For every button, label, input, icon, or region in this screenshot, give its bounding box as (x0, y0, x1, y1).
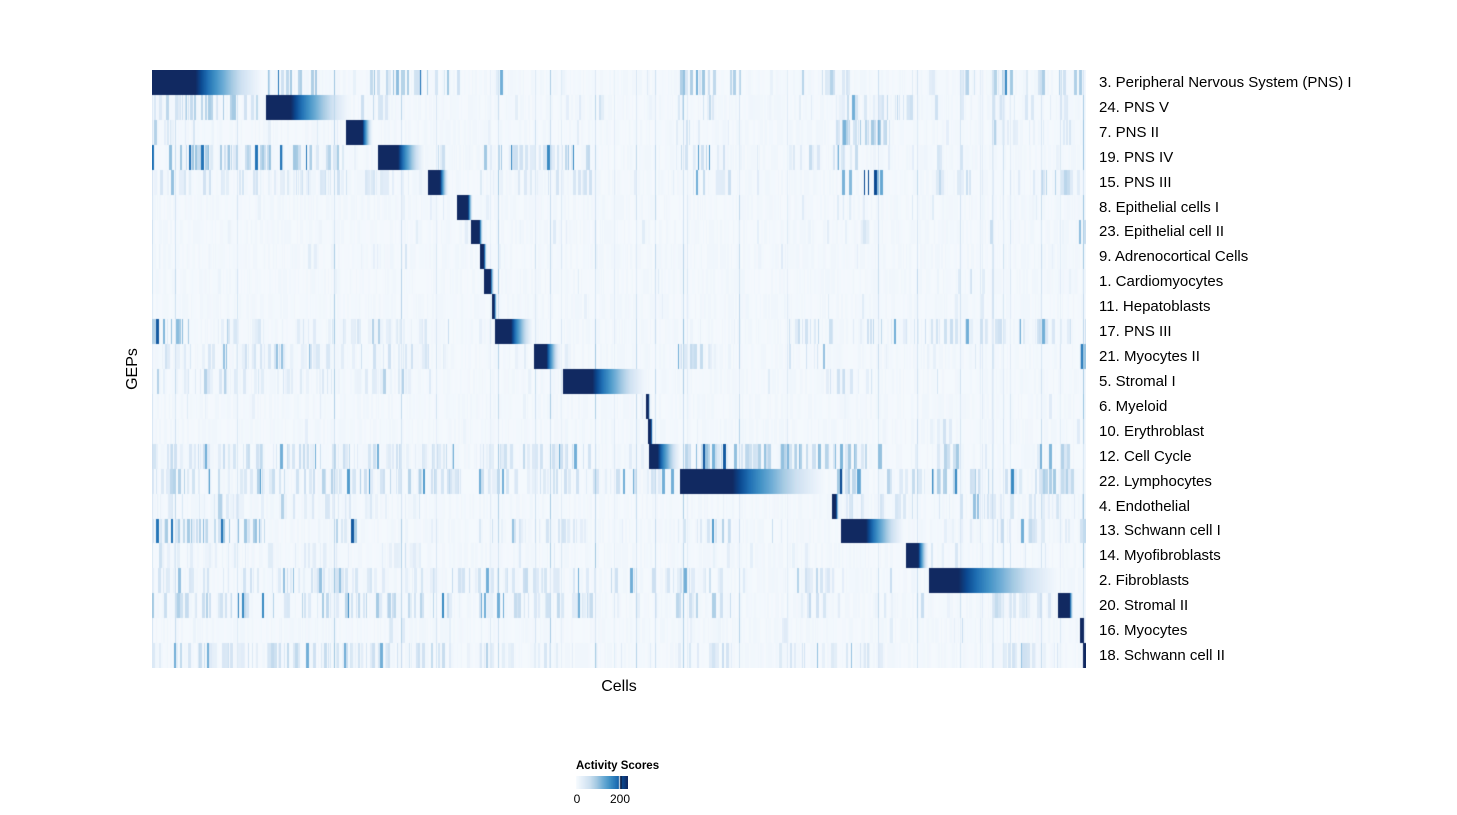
row-label: 5. Stromal I (1099, 372, 1176, 390)
row-label: 16. Myocytes (1099, 622, 1188, 640)
row-label: 9. Adrenocortical Cells (1099, 248, 1249, 266)
row-label: 2. Fibroblasts (1099, 572, 1190, 590)
legend-gradient-bar (576, 776, 628, 789)
row-label: 11. Hepatoblasts (1099, 298, 1211, 316)
row-label: 23. Epithelial cell II (1099, 223, 1225, 241)
row-label: 19. PNS IV (1099, 148, 1174, 166)
activity-scores-legend: Activity Scores 0 200 (573, 760, 696, 806)
legend-title: Activity Scores (576, 760, 660, 772)
x-axis-label: Cells (601, 678, 637, 695)
row-label: 7. PNS II (1099, 123, 1160, 141)
row-label: 10. Erythroblast (1099, 422, 1205, 440)
row-label: 4. Endothelial (1099, 497, 1190, 515)
row-label: 17. PNS III (1099, 323, 1172, 341)
heatmap-canvas (152, 70, 1086, 668)
row-label: 21. Myocytes II (1099, 348, 1200, 366)
legend-tick-min: 0 (573, 792, 581, 806)
legend-ticks: 0 200 (573, 792, 696, 806)
row-label: 22. Lymphocytes (1099, 472, 1212, 490)
y-axis-label: GEPs (124, 348, 141, 390)
legend-tick-max: 200 (609, 792, 631, 806)
row-labels: 3. Peripheral Nervous System (PNS) I 24. … (1099, 70, 1455, 668)
row-label: 6. Myeloid (1099, 397, 1168, 415)
row-label: 1. Cardiomyocytes (1099, 273, 1224, 291)
row-label: 3. Peripheral Nervous System (PNS) I (1099, 73, 1352, 91)
row-label: 8. Epithelial cells I (1099, 198, 1220, 216)
row-label: 18. Schwann cell II (1099, 647, 1225, 665)
row-label: 20. Stromal II (1099, 597, 1189, 615)
row-label: 13. Schwann cell I (1099, 522, 1221, 540)
row-label: 24. PNS V (1099, 98, 1170, 116)
row-label: 14. Myofibroblasts (1099, 547, 1221, 565)
row-label: 12. Cell Cycle (1099, 447, 1192, 465)
row-label: 15. PNS III (1099, 173, 1172, 191)
